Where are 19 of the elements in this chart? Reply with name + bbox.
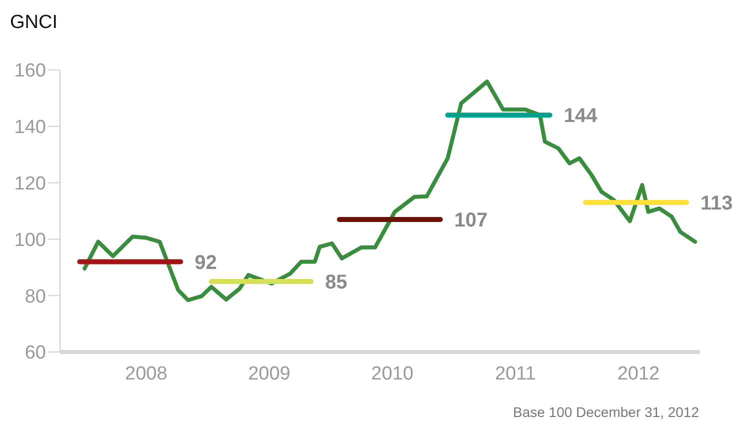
chart-title: GNCI [10, 12, 58, 34]
x-tick-label: 2008 [125, 363, 168, 384]
data-label: 92 [194, 252, 217, 274]
y-tick-label: 80 [24, 286, 46, 308]
x-tick-label: 2012 [617, 363, 660, 384]
data-label: 144 [564, 105, 598, 128]
y-tick-label: 60 [24, 342, 46, 364]
y-tick-label: 160 [14, 60, 46, 82]
line-series [82, 80, 698, 302]
y-tick-label: 120 [14, 174, 46, 195]
x-tick-label: 2010 [371, 363, 414, 384]
data-label: 107 [454, 209, 488, 232]
data-label: 113 [700, 192, 733, 215]
x-tick-label: 2011 [494, 363, 536, 384]
data-label: 85 [325, 272, 348, 294]
y-tick-label: 100 [14, 230, 46, 251]
x-tick-label: 2009 [248, 363, 290, 384]
y-tick-label: 140 [14, 117, 46, 138]
text: Base 100 December 31, 2012 [512, 404, 699, 420]
